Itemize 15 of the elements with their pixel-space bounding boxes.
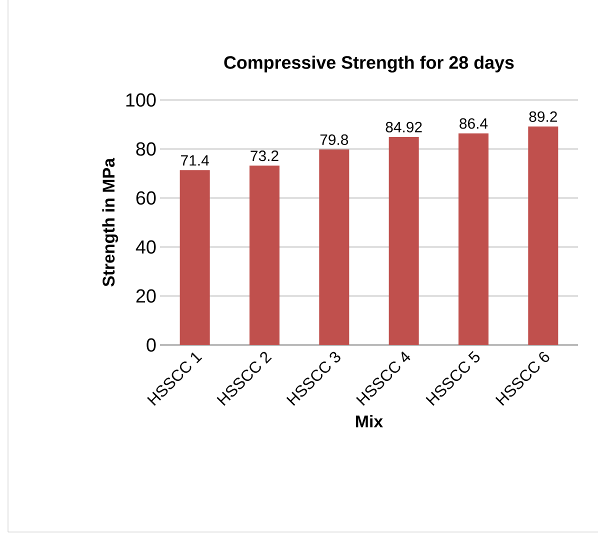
- chart-title: Compressive Strength for 28 days: [224, 56, 514, 72]
- data-label: 71.4: [181, 155, 209, 166]
- y-axis-title: Strength in MPa: [102, 158, 118, 286]
- data-label: 86.4: [460, 118, 488, 129]
- y-tick-label: 80: [136, 142, 156, 156]
- data-label: 89.2: [529, 111, 557, 122]
- y-tick-label: 20: [136, 289, 156, 303]
- y-tick-label: 40: [136, 240, 156, 254]
- data-label: 73.2: [250, 150, 278, 162]
- x-axis-title: Mix: [356, 415, 383, 428]
- y-tick-label: 60: [136, 191, 156, 205]
- y-tick-label: 100: [126, 93, 156, 107]
- y-tick-label: 0: [146, 338, 156, 352]
- data-label: 84.92: [386, 122, 422, 132]
- data-label: 79.8: [320, 134, 348, 145]
